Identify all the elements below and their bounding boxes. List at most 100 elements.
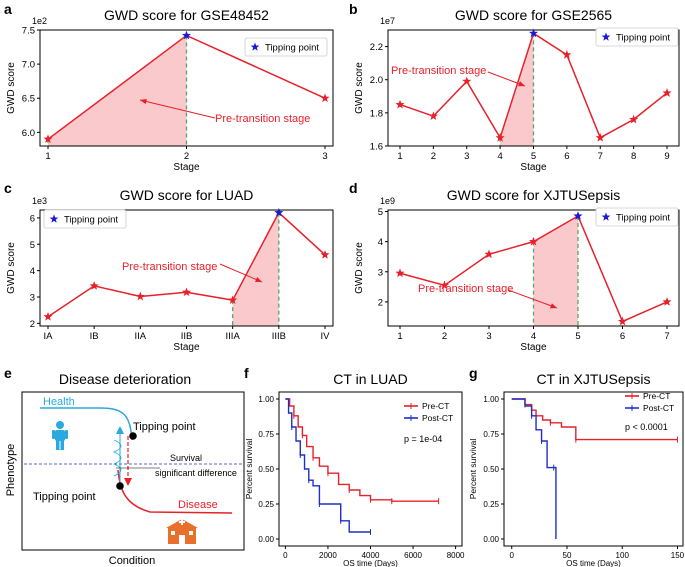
x-tick-label: 4000	[362, 551, 380, 560]
x-tick-label: 1	[397, 331, 402, 342]
data-point-star	[43, 134, 53, 144]
survival-curve-post-ct	[511, 398, 557, 539]
annotation-arrowhead	[518, 81, 525, 87]
survival-curve-pre-ct	[285, 398, 439, 502]
data-point-star	[228, 295, 238, 305]
x-tick-label: 7	[664, 331, 669, 342]
x-tick-label: 7	[598, 151, 603, 162]
panel-label-c: c	[4, 180, 12, 196]
data-point-star	[662, 88, 672, 97]
x-tick-label: 100	[616, 551, 630, 560]
y-tick-label: 1.00	[483, 395, 499, 404]
diagram-xlabel: Condition	[109, 555, 155, 567]
survival-label: Survival	[170, 453, 202, 463]
data-point-star	[320, 250, 330, 259]
pre-transition-shade	[232, 212, 279, 326]
annotation-text: Pre-transition stage	[418, 283, 513, 295]
p-value-label: p < 0.0001	[625, 422, 668, 432]
legend-box	[244, 37, 328, 57]
hospital-icon	[166, 519, 198, 544]
x-tick-label: 2000	[319, 551, 337, 560]
annotation-arrow-line	[219, 263, 263, 283]
chart-panel-a: GWD score for GSE48452 1e2 6.0 6.5 7.0 7.5 1 2 3…	[6, 7, 334, 173]
y-tick-label: 5	[30, 240, 35, 251]
legend-label: Tipping point	[64, 215, 118, 226]
y-tick-label: 0.00	[483, 535, 499, 544]
panel-label-e: e	[4, 365, 12, 381]
plot-frame	[503, 391, 684, 547]
data-point-star	[462, 76, 472, 86]
x-tick-label: 2	[184, 151, 189, 162]
y-axis-label: GWD score	[6, 242, 17, 294]
x-axis-label: OS time (Days)	[343, 559, 398, 567]
x-axis-label: Stage	[173, 162, 200, 173]
y-tick-label: 6	[30, 213, 35, 224]
scale-label: 1e7	[380, 16, 395, 26]
y-tick-label: 0.75	[258, 430, 274, 439]
y-tick-label: 0.75	[483, 430, 499, 439]
x-tick-label: 8	[631, 151, 636, 162]
legend-box	[43, 209, 127, 229]
transition-arrowhead-down	[124, 478, 132, 486]
annotation-arrowhead	[140, 98, 147, 105]
data-point-star	[395, 268, 405, 278]
x-tick-label: 2	[442, 331, 447, 342]
x-tick-label: 6	[620, 331, 625, 342]
data-point-star	[43, 311, 53, 321]
y-tick-label: 6.0	[22, 128, 35, 139]
chart-title: GWD score for XJTUSepsis	[447, 187, 620, 203]
x-tick-label: 4	[497, 151, 502, 162]
y-tick-label: 0.50	[483, 465, 499, 474]
x-tick-label: 150	[671, 551, 685, 560]
annotation-arrow-line	[139, 99, 216, 119]
y-tick-label: 0.25	[258, 500, 274, 509]
data-point-star	[181, 287, 192, 297]
data-point-star	[562, 50, 572, 59]
panel-label-g: g	[469, 365, 478, 381]
diagram-title: Disease deterioration	[59, 371, 191, 387]
scale-label: 1e2	[32, 16, 47, 26]
y-tick-label: 0.25	[483, 500, 499, 509]
tipping-point-top	[129, 432, 137, 440]
y-tick-label: 4	[378, 237, 383, 248]
chart-title: CT in XJTUSepsis	[536, 371, 650, 387]
data-point-star	[629, 114, 639, 124]
x-tick-label: IIB	[181, 331, 193, 342]
legend-label: Tipping point	[616, 213, 670, 224]
y-axis-label: GWD score	[6, 62, 17, 114]
chart-title: GWD score for GSE2565	[455, 7, 612, 23]
chart-title: GWD score for GSE48452	[104, 7, 269, 23]
y-axis-label: GWD score	[354, 242, 365, 294]
tipping-point-star	[573, 211, 583, 220]
legend-label: Tipping point	[616, 33, 670, 44]
tipping-label-bottom: Tipping point	[33, 491, 96, 503]
diagram-frame	[21, 391, 245, 551]
data-point-star	[320, 93, 330, 103]
disease-label: Disease	[178, 499, 218, 511]
legend-box	[595, 27, 679, 47]
x-tick-label: 3	[322, 151, 327, 162]
x-tick-label: 2	[431, 151, 436, 162]
y-tick-label: 1.8	[370, 108, 383, 119]
person-icon	[52, 421, 68, 450]
chart-title: CT in LUAD	[333, 371, 407, 387]
x-tick-label: IIIB	[272, 331, 286, 342]
oscillation-curve	[112, 439, 122, 477]
y-tick-label: 7.0	[22, 60, 35, 71]
x-axis-label: Stage	[520, 162, 547, 173]
x-tick-label: 3	[486, 331, 491, 342]
x-tick-label: 6000	[404, 551, 422, 560]
legend-label: Post-CT	[643, 403, 674, 413]
p-value-label: p = 1e-04	[404, 434, 442, 444]
health-label: Health	[43, 396, 75, 408]
y-tick-label: 2.0	[370, 75, 383, 86]
disease-curve	[117, 469, 233, 514]
chart-panel-f: CT in LUAD 0.00 0.25 0.50 0.75 1.00 0 2000 4000 6…	[244, 371, 465, 567]
pre-transition-shade	[533, 216, 578, 326]
chart-panel-d: GWD score for XJTUSepsis 1e9 2 3 4 5 1 2 3 4 5 6 7 St…	[354, 187, 680, 353]
tipping-point-star	[528, 28, 539, 38]
y-tick-label: 7.5	[22, 26, 35, 37]
data-point-star	[484, 249, 494, 259]
panel-label-b: b	[349, 1, 358, 17]
